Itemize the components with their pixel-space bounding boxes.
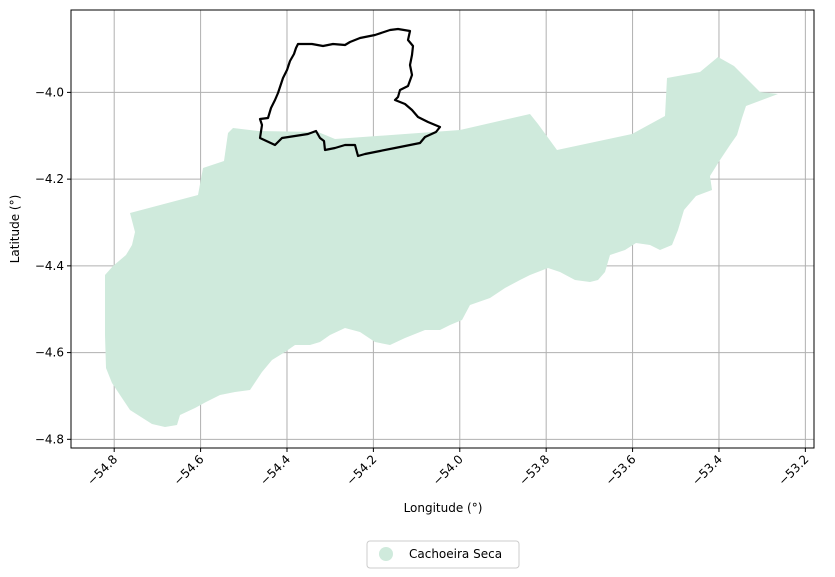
x-tick-label: −54.4: [257, 452, 293, 488]
x-tick-label: −54.0: [430, 452, 466, 488]
legend-marker-cachoeira-seca: [379, 547, 393, 561]
x-tick-label: −53.2: [776, 452, 812, 488]
y-tick-label: −4.6: [35, 346, 64, 360]
x-axis-ticks: −54.8 −54.6 −54.4 −54.2 −54.0 −53.8 −53.6 −53.4…: [84, 448, 811, 488]
y-tick-label: −4.8: [35, 432, 64, 446]
x-tick-label: −54.6: [171, 452, 207, 488]
y-axis-title: Latitude (°): [8, 195, 22, 264]
x-tick-label: −54.2: [344, 452, 380, 488]
x-tick-label: −53.6: [603, 452, 639, 488]
axes-frame: [70, 9, 815, 449]
y-tick-label: −4.2: [35, 172, 64, 186]
x-tick-label: −53.4: [689, 452, 725, 488]
y-tick-label: −4.0: [35, 85, 64, 99]
cachoeira-seca-territory: [105, 57, 778, 427]
y-tick-label: −4.4: [35, 259, 64, 273]
x-tick-label: −53.8: [516, 452, 552, 488]
x-tick-label: −54.8: [84, 452, 120, 488]
y-axis-ticks: −4.0 −4.2 −4.4 −4.6 −4.8: [35, 85, 71, 446]
legend-label-cachoeira-seca: Cachoeira Seca: [409, 547, 502, 561]
legend-box: [366, 540, 520, 569]
x-axis-title: Longitude (°): [404, 501, 483, 515]
legend: Cachoeira Seca: [366, 540, 520, 569]
neighbour-outline: [258, 27, 442, 158]
